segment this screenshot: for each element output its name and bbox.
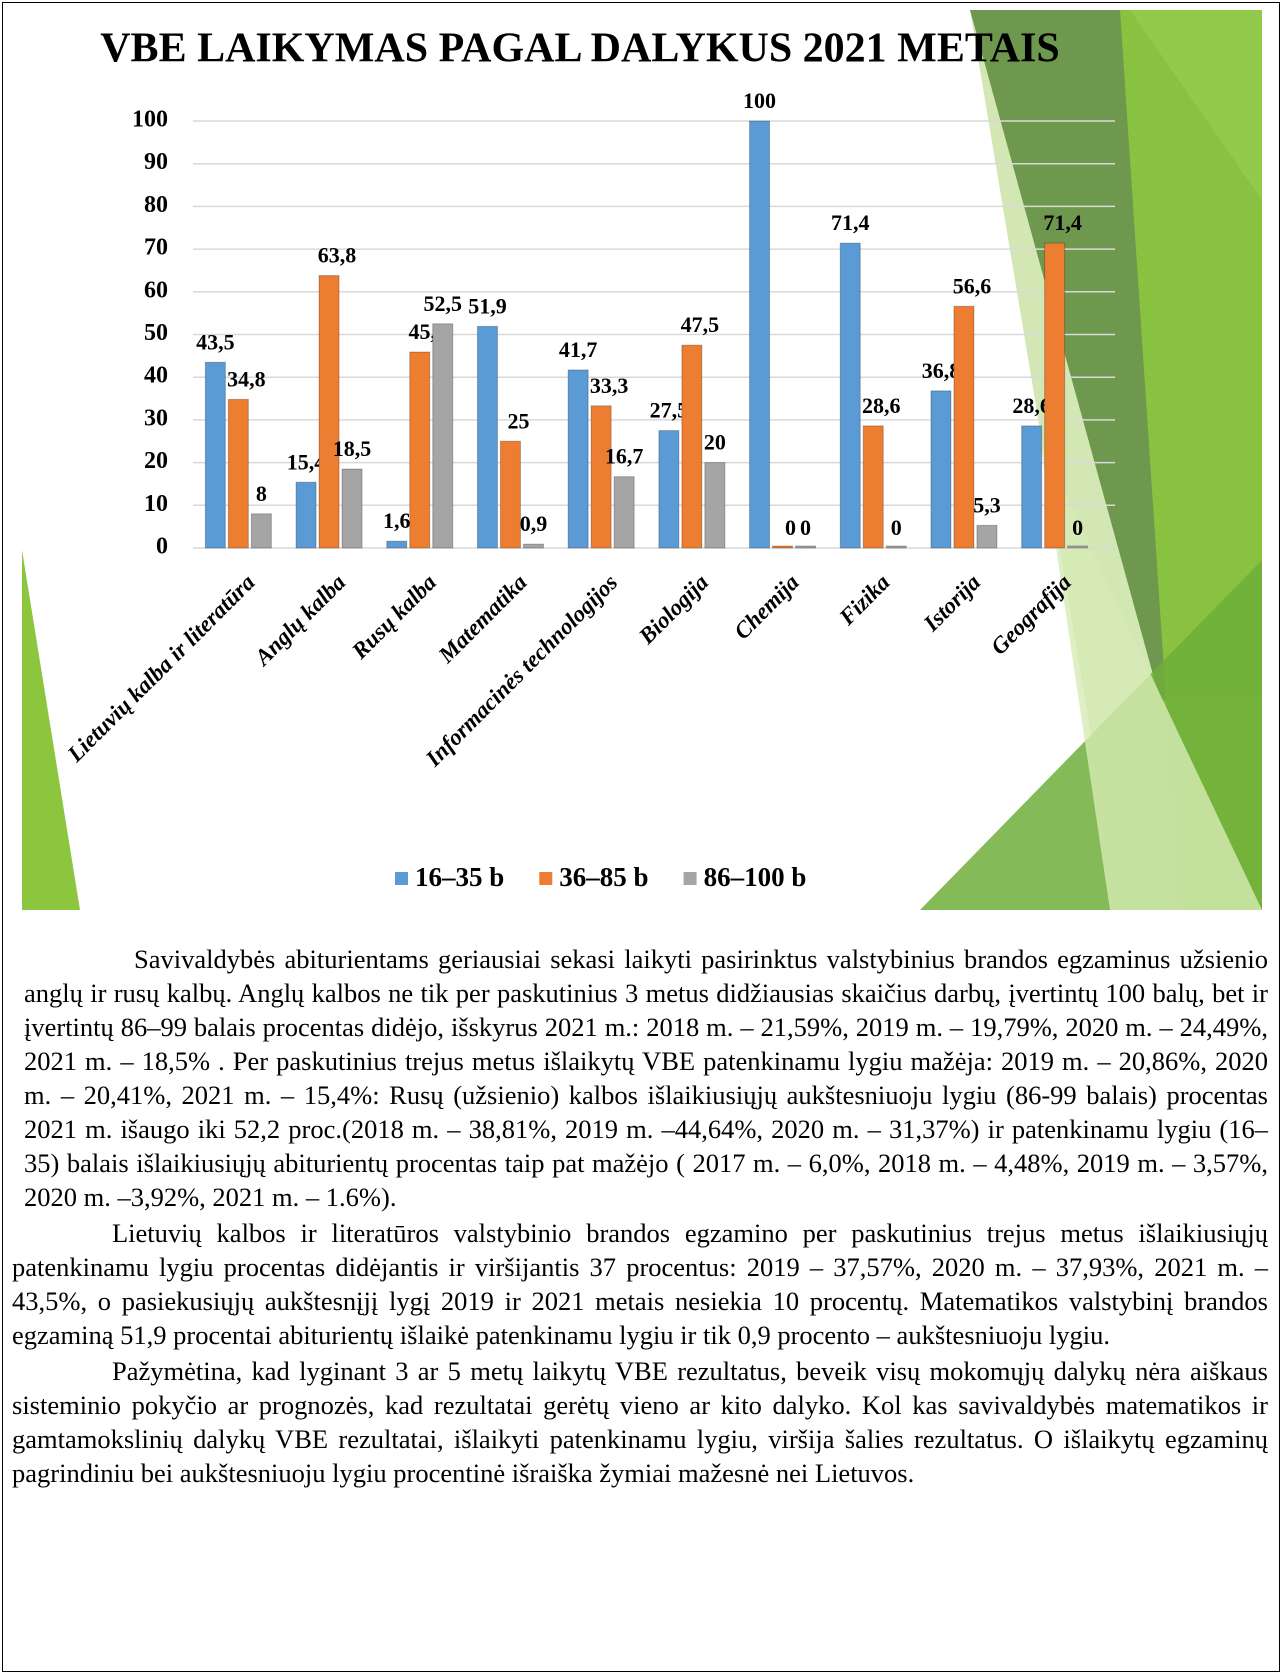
y-tick-label: 0: [156, 534, 168, 560]
y-tick-label: 60: [144, 277, 168, 303]
y-tick-label: 100: [132, 107, 168, 133]
bar: [795, 545, 817, 549]
y-tick-label: 50: [144, 320, 168, 346]
bar: [250, 513, 272, 549]
bar: [839, 242, 861, 549]
value-label: 0: [800, 515, 811, 540]
x-tick-label: Anglų kalba: [249, 570, 351, 672]
decor: [1040, 440, 1262, 910]
y-tick-label: 20: [144, 448, 168, 474]
x-tick-label: Chemija: [729, 570, 804, 645]
bar: [704, 462, 726, 549]
bar: [1067, 545, 1089, 549]
bar: [590, 405, 612, 549]
bar: [386, 540, 408, 549]
value-label: 51,9: [468, 293, 507, 318]
y-tick-label: 10: [144, 491, 168, 517]
bar: [1021, 425, 1043, 549]
x-tick-label: Geografija: [986, 570, 1076, 660]
legend-swatch: [683, 872, 697, 885]
legend-label: 86–100 b: [704, 862, 807, 892]
bar: [1044, 242, 1066, 549]
bar: [341, 468, 363, 549]
y-tick-label: 40: [144, 363, 168, 389]
y-tick-label: 90: [144, 149, 168, 175]
bar: [318, 275, 340, 549]
chart-title: VBE LAIKYMAS PAGAL DALYKUS 2021 METAIS: [100, 26, 1060, 72]
bar: [658, 430, 680, 549]
value-label: 0,9: [520, 511, 548, 536]
bar: [522, 543, 544, 549]
legend-label: 36–85 b: [559, 862, 648, 892]
chart: VBE LAIKYMAS PAGAL DALYKUS 2021 METAIS 0…: [22, 10, 1262, 910]
x-tick-label: Istorija: [918, 570, 985, 637]
decor: [22, 550, 80, 910]
bar: [930, 390, 952, 549]
value-label: 63,8: [318, 243, 357, 268]
legend-label: 16–35 b: [415, 862, 504, 892]
value-label: 52,5: [424, 291, 463, 316]
bar: [613, 476, 635, 549]
y-tick-label: 70: [144, 235, 168, 261]
bar: [295, 481, 317, 549]
value-label: 20: [704, 430, 726, 455]
bar: [204, 361, 226, 549]
value-label: 15,4: [287, 449, 326, 474]
value-label: 0: [785, 515, 796, 540]
y-tick-label: 30: [144, 405, 168, 431]
x-tick-label: Rusų kalba: [346, 570, 441, 665]
paragraph: Pažymėtina, kad lyginant 3 ar 5 metų lai…: [12, 1356, 1268, 1488]
bar: [499, 440, 521, 549]
bar: [567, 369, 589, 549]
value-label: 56,6: [953, 273, 992, 298]
x-tick-label: Matematika: [433, 570, 532, 669]
value-label: 36,8: [922, 358, 961, 383]
bar: [681, 344, 703, 549]
bar: [772, 545, 794, 549]
legend-swatch: [539, 872, 553, 885]
value-label: 41,7: [559, 337, 598, 362]
value-label: 5,3: [973, 492, 1001, 517]
value-label: 28,6: [862, 393, 901, 418]
value-label: 34,8: [227, 366, 266, 391]
x-tick-label: Informacinės technologijos: [420, 570, 622, 772]
value-label: 100: [743, 88, 776, 113]
bar: [862, 425, 884, 549]
bar: [749, 120, 771, 549]
bar: [476, 325, 498, 549]
value-label: 47,5: [681, 312, 720, 337]
x-tick-label: Lietuvių kalba ir literatūra: [62, 570, 260, 768]
bar: [432, 323, 454, 549]
value-label: 27,5: [650, 398, 689, 423]
legend-swatch: [395, 872, 408, 885]
x-tick-label: Fizika: [834, 570, 895, 631]
y-tick-label: 80: [144, 192, 168, 218]
paragraph: Lietuvių kalbos ir literatūros valstybin…: [12, 1218, 1268, 1350]
value-label: 16,7: [605, 444, 644, 469]
paragraph: Savivaldybės abiturientams geriausiai se…: [24, 944, 1268, 1212]
value-label: 43,5: [196, 329, 235, 354]
value-label: 33,3: [590, 373, 629, 398]
bar: [885, 545, 907, 549]
value-label: 71,4: [831, 210, 870, 235]
bar: [409, 351, 431, 549]
bar: [976, 524, 998, 549]
value-label: 0: [1072, 515, 1083, 540]
value-label: 71,4: [1043, 210, 1082, 235]
value-label: 0: [891, 515, 902, 540]
x-tick-label: Biologija: [633, 570, 713, 650]
value-label: 25: [507, 408, 529, 433]
value-label: 1,6: [383, 508, 411, 533]
bar: [953, 305, 975, 549]
value-label: 28,6: [1012, 393, 1051, 418]
body-text: Savivaldybės abiturientams geriausiai se…: [12, 942, 1268, 1492]
value-label: 8: [256, 481, 267, 506]
bar: [227, 398, 249, 549]
value-label: 18,5: [333, 436, 372, 461]
